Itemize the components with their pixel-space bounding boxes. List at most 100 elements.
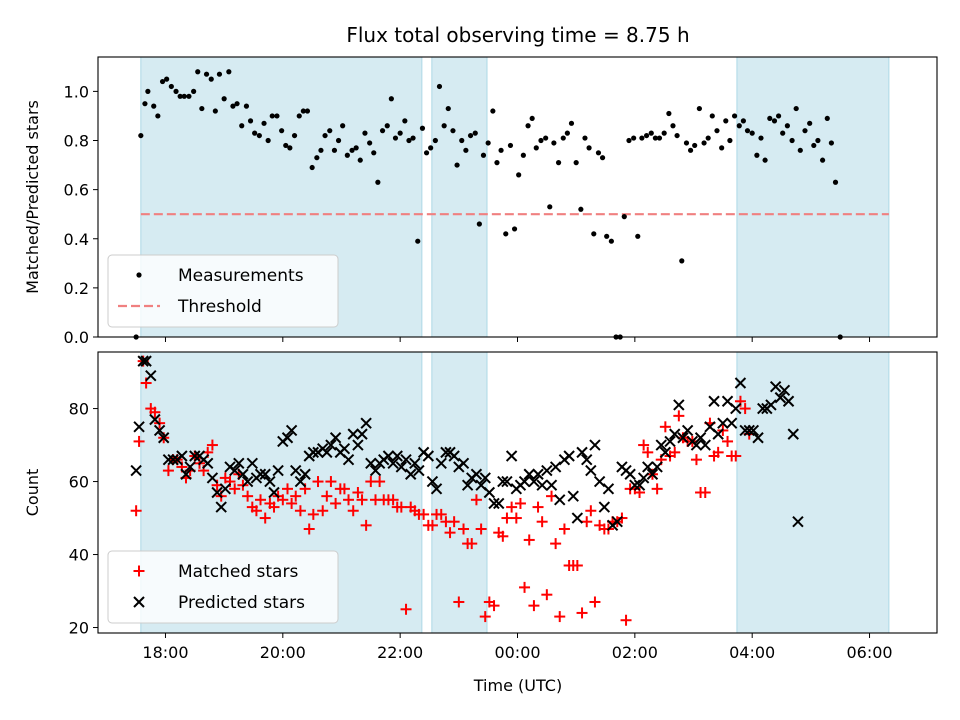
point-2-127	[681, 424, 694, 437]
point-2-147	[769, 380, 782, 393]
point-2-37-b	[285, 424, 298, 437]
point-2-87-b	[505, 450, 518, 462]
point-1-90	[525, 123, 531, 129]
point-2-114	[624, 468, 636, 480]
point-1-17	[203, 71, 210, 77]
point-2-106	[589, 439, 601, 451]
point-1-56	[375, 179, 381, 185]
point-1-149	[784, 123, 790, 129]
point-1-53	[362, 130, 368, 136]
point-2-115-b	[629, 479, 641, 491]
point-1-87	[506, 501, 518, 513]
y-tick-label: 40	[69, 546, 89, 565]
point-1-26	[243, 103, 250, 109]
point-1-1	[130, 505, 142, 517]
point-2-49	[338, 443, 351, 455]
point-2-83	[488, 497, 500, 510]
point-2-93	[532, 468, 544, 480]
point-2-3	[137, 355, 149, 367]
point-1-54	[367, 140, 373, 146]
point-1-129	[690, 454, 702, 466]
point-1-62	[402, 118, 408, 124]
point-1-25	[239, 123, 245, 129]
point-1-117	[643, 132, 650, 139]
point-1-7	[159, 78, 166, 85]
point-1-6	[149, 406, 161, 418]
point-2-27-b	[241, 475, 254, 488]
point-1-119	[652, 135, 658, 141]
point-2-92-b	[528, 475, 540, 488]
point-2-95	[541, 464, 553, 477]
point-2-104-b	[581, 453, 593, 466]
point-2-107-b	[593, 475, 606, 488]
point-1-105	[585, 505, 597, 517]
point-2-15	[189, 450, 201, 462]
point-2-19	[206, 472, 219, 484]
point-2-150-b	[782, 395, 795, 407]
point-2-62-b	[395, 461, 408, 473]
point-2-51	[347, 428, 359, 440]
point-2-108-b	[598, 501, 611, 513]
point-2-96-b	[545, 479, 558, 491]
point-1-138	[730, 450, 742, 462]
point-1-160	[832, 179, 839, 185]
point-2-65	[409, 457, 421, 470]
point-2-125-b	[673, 399, 685, 411]
point-1-31	[259, 512, 271, 524]
y-tick-label: 0.0	[64, 328, 89, 347]
point-2-119	[646, 468, 659, 480]
point-2-40-b	[299, 468, 311, 480]
point-1-33	[274, 113, 280, 119]
point-2-2	[133, 421, 145, 433]
point-1-53	[356, 494, 368, 506]
point-2-37	[285, 424, 298, 437]
point-2-33-b	[268, 486, 280, 499]
point-2-28-b	[246, 457, 259, 470]
point-2-45	[321, 446, 333, 459]
point-2-50	[342, 453, 355, 466]
point-2-76	[457, 457, 470, 470]
point-2-53-b	[356, 428, 368, 440]
point-2-100-b	[563, 450, 575, 462]
point-1-102	[578, 206, 584, 212]
point-1-9	[162, 465, 174, 477]
point-2-124	[669, 428, 681, 440]
point-2-138	[730, 402, 742, 415]
point-2-61	[391, 450, 403, 462]
point-1-2	[138, 132, 144, 139]
point-1-114	[631, 135, 637, 141]
point-2-32-b	[264, 475, 276, 488]
point-2-80-b	[475, 479, 487, 491]
point-1-92	[533, 145, 539, 151]
point-1-4	[145, 88, 151, 94]
y-axis-label-ratio: Matched/Predicted stars	[23, 100, 42, 294]
point-1-127	[687, 147, 694, 153]
point-2-139-b	[734, 377, 747, 389]
point-2-102	[571, 512, 584, 524]
point-1-55	[371, 150, 377, 156]
point-2-124-b	[669, 428, 681, 440]
point-1-134	[719, 145, 725, 151]
point-1-51	[347, 505, 359, 517]
point-1-79	[470, 494, 482, 506]
point-2-152	[792, 515, 804, 528]
point-2-30	[254, 468, 267, 480]
point-1-36	[287, 145, 293, 151]
point-1-19	[212, 108, 218, 114]
point-2-150	[782, 395, 795, 407]
legend-marker-1	[133, 565, 145, 577]
point-2-118	[642, 461, 654, 473]
count-marks	[130, 355, 804, 626]
point-1-106	[595, 150, 602, 156]
point-2-77	[461, 479, 474, 491]
point-1-31	[265, 137, 271, 144]
y-tick-label: 0.8	[64, 132, 89, 151]
point-1-73	[450, 128, 456, 134]
point-1-153	[802, 128, 808, 134]
point-1-47	[330, 497, 342, 509]
ratio-axes: 0.0 0.2 0.4 0.6 0.8 1.0	[64, 56, 938, 347]
chart-title: Flux total observing time = 8.75 h	[346, 23, 689, 47]
point-1-99	[558, 523, 570, 535]
point-1-117	[638, 439, 650, 451]
